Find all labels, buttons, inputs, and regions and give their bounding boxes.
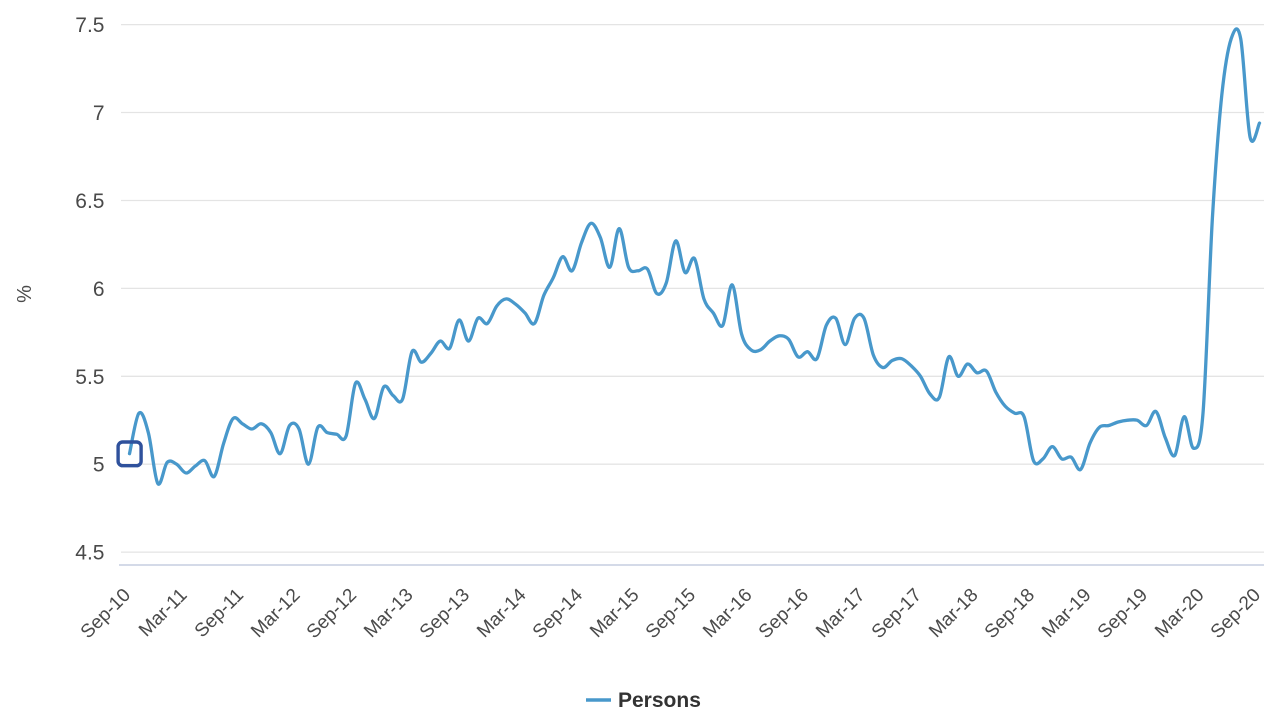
svg-text:7: 7 (93, 102, 105, 125)
svg-text:7.5: 7.5 (75, 14, 104, 37)
svg-text:5.5: 5.5 (75, 366, 104, 389)
svg-text:Persons: Persons (618, 689, 701, 712)
svg-text:%: % (14, 285, 36, 303)
svg-text:4.5: 4.5 (75, 542, 104, 565)
svg-text:5: 5 (93, 454, 105, 477)
svg-text:6.5: 6.5 (75, 190, 104, 213)
svg-text:6: 6 (93, 278, 105, 301)
